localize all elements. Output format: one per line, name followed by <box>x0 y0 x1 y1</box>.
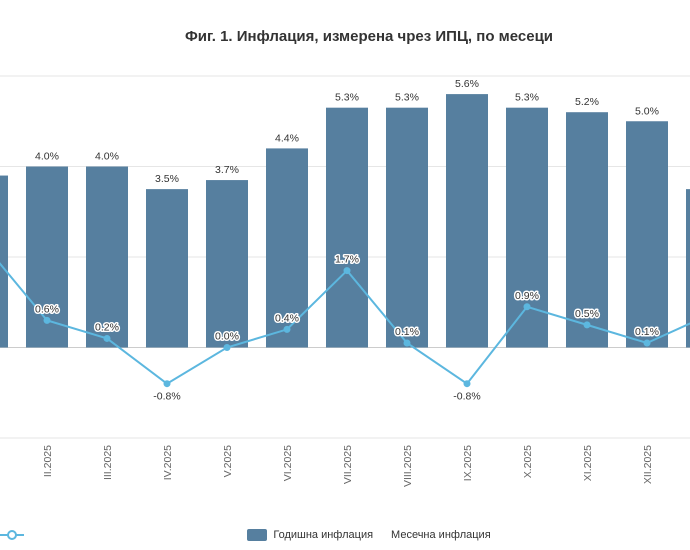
bar-value-label: 4.4% <box>275 132 299 144</box>
line-point-IV.2025[interactable] <box>163 380 171 388</box>
bar-value-label: 5.6% <box>455 78 479 90</box>
x-tick-label: VII.2025 <box>342 445 354 484</box>
line-value-label: 0.4% <box>275 312 299 324</box>
x-tick-label: V.2025 <box>222 445 234 477</box>
x-tick-label: IV.2025 <box>162 445 174 480</box>
legend-item-monthly[interactable]: Месечна инфлация <box>0 529 491 541</box>
line-value-label: 0.6% <box>35 303 59 315</box>
legend-item-annual[interactable]: Годишна инфлация <box>247 529 373 541</box>
x-tick-label: IX.2025 <box>462 445 474 481</box>
bar-III.2025[interactable] <box>86 166 128 348</box>
line-value-label: 0.9% <box>515 290 539 302</box>
line-series <box>0 262 690 388</box>
line-point-VII.2025[interactable] <box>343 267 351 275</box>
bar-data-labels: 4.0% 4.0% 3.5% 3.7% 4.4% 5.3% 5.3% 5.6% 5.3% 5.2%… <box>35 78 659 185</box>
line-point-VIII.2025[interactable] <box>403 339 411 347</box>
bar-value-label: 4.0% <box>35 151 59 163</box>
x-axis-ticks: I.2025II.2025III.2025IV.2025V.2025VI.202… <box>42 445 654 487</box>
line-value-label: 0.1% <box>395 326 419 338</box>
line-value-label: 0.5% <box>575 308 599 320</box>
line-point-IX.2025[interactable] <box>463 380 471 388</box>
bar-value-label: 5.0% <box>635 105 659 117</box>
x-tick-label: III.2025 <box>102 445 114 480</box>
x-tick-label: XII.2025 <box>642 445 654 484</box>
bar-value-label: 4.0% <box>95 151 119 163</box>
bar-value-label: 5.3% <box>335 92 359 104</box>
bar-V.2025[interactable] <box>206 180 248 348</box>
line-point-X.2025[interactable] <box>523 303 531 311</box>
line-value-label: 0.2% <box>95 321 119 333</box>
x-tick-label: X.2025 <box>522 445 534 478</box>
bar-I.2026[interactable] <box>686 189 690 348</box>
bar-XII.2025[interactable] <box>626 121 668 348</box>
x-tick-label: II.2025 <box>42 445 54 477</box>
bar-VIII.2025[interactable] <box>386 107 428 348</box>
legend-bar-swatch <box>247 529 268 541</box>
bar-IX.2025[interactable] <box>446 94 488 348</box>
line-point-VI.2025[interactable] <box>283 325 291 333</box>
line-point-XII.2025[interactable] <box>643 339 651 347</box>
line-point-II.2025[interactable] <box>43 316 51 324</box>
line-value-label: 1.7% <box>335 254 359 266</box>
bar-value-label: 3.5% <box>155 173 179 185</box>
x-tick-label: VIII.2025 <box>402 445 414 487</box>
line-point-III.2025[interactable] <box>103 334 111 342</box>
line-point-V.2025[interactable] <box>223 344 231 351</box>
bar-value-label: 3.7% <box>215 164 239 176</box>
chart-title: Фиг. 1. Инфлация, измерена чрез ИПЦ, по … <box>184 28 554 45</box>
bar-value-label: 5.2% <box>575 96 599 108</box>
legend-label-annual: Годишна инфлация <box>273 529 374 541</box>
bar-VII.2025[interactable] <box>326 107 368 348</box>
bar-value-label: 5.3% <box>395 92 419 104</box>
line-value-label: 0.0% <box>215 331 239 343</box>
line-data-labels: 0.6% 0.2% -0.8% 0.0% 0.4% 1.7% 0.1% -0.8% 0.9% 0.… <box>34 252 661 404</box>
bar-IV.2025[interactable] <box>146 189 188 348</box>
line-value-label: -0.8% <box>153 391 180 403</box>
bar-XI.2025[interactable] <box>566 112 608 348</box>
legend-label-monthly: Месечна инфлация <box>391 529 491 541</box>
line-value-label: -0.8% <box>453 391 480 403</box>
legend: Годишна инфлация Месечна инфлация <box>0 529 690 541</box>
bar-value-label: 5.3% <box>515 92 539 104</box>
x-tick-label: XI.2025 <box>582 445 594 481</box>
legend-line-swatch <box>0 530 24 540</box>
line-point-XI.2025[interactable] <box>583 321 591 329</box>
bar-I.2025[interactable] <box>0 175 8 348</box>
bar-series <box>0 94 690 348</box>
x-tick-label: VI.2025 <box>282 445 294 481</box>
line-value-label: 0.1% <box>635 326 659 338</box>
